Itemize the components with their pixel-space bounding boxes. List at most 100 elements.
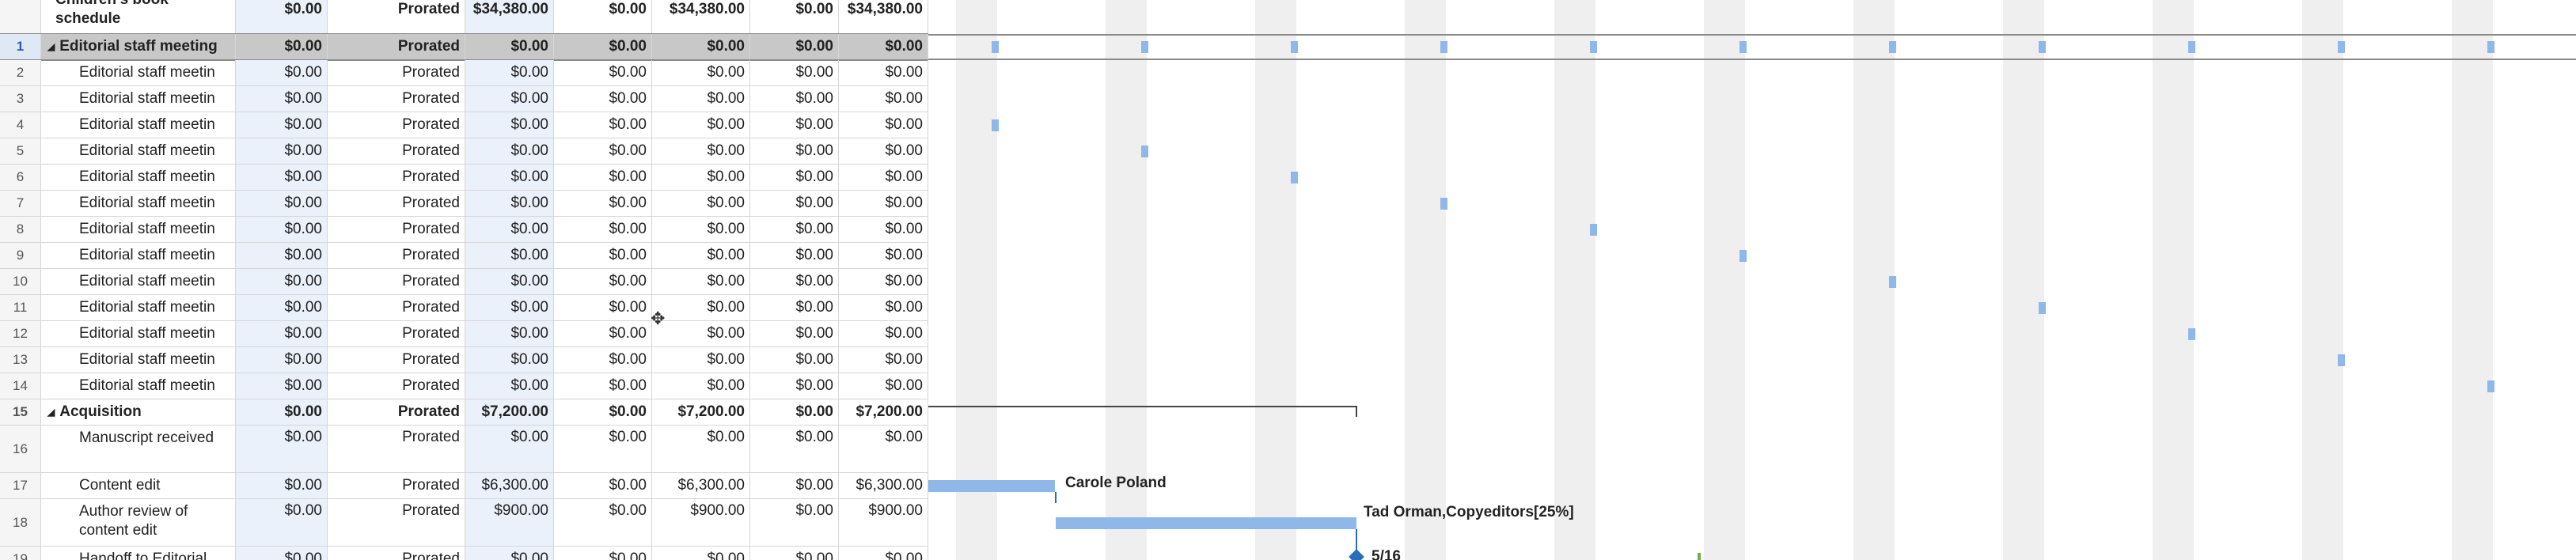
table-row[interactable]: 1 ◢ Editorial staff meeting $0.00 Prorated $0… [0,33,928,61]
recurring-meeting-marker[interactable] [1291,41,1298,53]
actual-cell[interactable]: $0.00 [750,269,839,294]
accrual-cell[interactable]: Prorated [328,295,465,320]
table-row[interactable]: 19 Handoff to Editorial $0.00 Prorated $0.00… [0,547,928,560]
total-cost-cell[interactable]: $0.00 [465,295,554,320]
total-cost-cell[interactable]: $7,200.00 [465,399,554,425]
fixed-cost-cell[interactable]: $0.00 [236,60,328,85]
remaining-cell[interactable]: $0.00 [839,34,928,59]
baseline-cell[interactable]: $0.00 [554,321,652,346]
baseline-cell[interactable]: $0.00 [554,547,652,560]
task-name-cell[interactable]: Editorial staff meetin [41,165,236,190]
fixed-cost-cell[interactable]: $0.00 [236,321,328,346]
table-row[interactable]: 2 Editorial staff meetin $0.00 Prorated $0.0… [0,60,928,86]
actual-cell[interactable]: $0.00 [750,373,839,399]
actual-cell[interactable]: $0.00 [750,191,839,216]
accrual-cell[interactable]: Prorated [328,0,465,33]
total-cost-cell[interactable]: $0.00 [465,347,554,373]
baseline-cell[interactable]: $0.00 [554,217,652,242]
variance-cell[interactable]: $0.00 [652,321,750,346]
actual-cell[interactable]: $0.00 [750,86,839,112]
variance-cell[interactable]: $6,300.00 [652,473,750,498]
remaining-cell[interactable]: $0.00 [839,165,928,190]
fixed-cost-cell[interactable]: $0.00 [236,112,328,138]
task-name-cell[interactable]: Editorial staff meetin [41,321,236,346]
total-cost-cell[interactable]: $0.00 [465,269,554,294]
baseline-cell[interactable]: $0.00 [554,112,652,138]
table-row[interactable]: 8 Editorial staff meetin $0.00 Prorated $0.0… [0,217,928,243]
fixed-cost-cell[interactable]: $0.00 [236,243,328,268]
total-cost-cell[interactable]: $0.00 [465,138,554,164]
table-row[interactable]: 3 Editorial staff meetin $0.00 Prorated $0.0… [0,86,928,112]
milestone-diamond-icon[interactable] [1349,549,1364,560]
task-name-cell[interactable]: Editorial staff meetin [41,295,236,320]
baseline-cell[interactable]: $0.00 [554,243,652,268]
remaining-cell[interactable]: $900.00 [839,499,928,546]
actual-cell[interactable]: $0.00 [750,547,839,560]
variance-cell[interactable]: $0.00 [652,60,750,85]
variance-cell[interactable]: $900.00 [652,499,750,546]
task-name-cell[interactable]: Manuscript received [41,426,236,472]
collapse-toggle-icon[interactable]: ◢ [47,407,55,418]
total-cost-cell[interactable]: $34,380.00 [465,0,554,33]
variance-cell[interactable]: $34,380.00 [652,0,750,33]
accrual-cell[interactable]: Prorated [328,60,465,85]
collapse-toggle-icon[interactable]: ◢ [47,41,55,52]
table-row[interactable]: 18 Author review of content edit $0.00 Pror… [0,499,928,547]
meeting-task-bar[interactable] [1291,172,1298,184]
recurring-meeting-marker[interactable] [2487,41,2494,53]
meeting-task-bar[interactable] [992,119,999,131]
variance-cell[interactable]: $0.00 [652,426,750,472]
baseline-cell[interactable]: $0.00 [554,60,652,85]
meeting-task-bar[interactable] [1739,250,1747,262]
task-name-cell[interactable]: Editorial staff meetin [41,86,236,112]
task-name-cell[interactable]: Editorial staff meetin [41,243,236,268]
remaining-cell[interactable]: $0.00 [839,547,928,560]
total-cost-cell[interactable]: $0.00 [465,373,554,399]
table-row[interactable]: 7 Editorial staff meetin $0.00 Prorated $0.0… [0,191,928,217]
accrual-cell[interactable]: Prorated [328,217,465,242]
table-row[interactable]: 17 Content edit $0.00 Prorated $6,300.00 $0.0… [0,473,928,499]
fixed-cost-cell[interactable]: $0.00 [236,165,328,190]
fixed-cost-cell[interactable]: $0.00 [236,191,328,216]
baseline-cell[interactable]: $0.00 [554,426,652,472]
fixed-cost-cell[interactable]: $0.00 [236,373,328,399]
recurring-meeting-marker[interactable] [1141,41,1148,53]
fixed-cost-cell[interactable]: $0.00 [236,269,328,294]
meeting-task-bar[interactable] [1141,146,1148,157]
total-cost-cell[interactable]: $0.00 [465,243,554,268]
baseline-cell[interactable]: $0.00 [554,34,652,59]
accrual-cell[interactable]: Prorated [328,269,465,294]
fixed-cost-cell[interactable]: $0.00 [236,399,328,425]
recurring-meeting-marker[interactable] [2338,41,2345,53]
remaining-cell[interactable]: $0.00 [839,347,928,373]
accrual-cell[interactable]: Prorated [328,399,465,425]
recurring-meeting-marker[interactable] [1889,41,1896,53]
baseline-cell[interactable]: $0.00 [554,373,652,399]
table-row[interactable]: 16 Manuscript received $0.00 Prorated $0.00 $… [0,426,928,473]
remaining-cell[interactable]: $34,380.00 [839,0,928,33]
total-cost-cell[interactable]: $0.00 [465,86,554,112]
recurring-meeting-marker[interactable] [1440,41,1447,53]
meeting-task-bar[interactable] [2039,302,2046,314]
actual-cell[interactable]: $0.00 [750,499,839,546]
recurring-meeting-marker[interactable] [1590,41,1597,53]
meeting-task-bar[interactable] [2338,354,2345,366]
table-row[interactable]: 13 Editorial staff meetin $0.00 Prorated $0.… [0,347,928,373]
total-cost-cell[interactable]: $0.00 [465,191,554,216]
meeting-task-bar[interactable] [1590,224,1597,236]
remaining-cell[interactable]: $0.00 [839,373,928,399]
fixed-cost-cell[interactable]: $0.00 [236,499,328,546]
total-cost-cell[interactable]: $0.00 [465,34,554,59]
recurring-meeting-marker[interactable] [2188,41,2195,53]
accrual-cell[interactable]: Prorated [328,243,465,268]
variance-cell[interactable]: $0.00 [652,86,750,112]
total-cost-cell[interactable]: $900.00 [465,499,554,546]
total-cost-cell[interactable]: $0.00 [465,112,554,138]
meeting-task-bar[interactable] [1440,198,1447,210]
remaining-cell[interactable]: $0.00 [839,269,928,294]
remaining-cell[interactable]: $7,200.00 [839,399,928,425]
fixed-cost-cell[interactable]: $0.00 [236,473,328,498]
variance-cell[interactable]: $0.00 [652,217,750,242]
variance-cell[interactable]: $0.00 [652,112,750,138]
baseline-cell[interactable]: $0.00 [554,191,652,216]
